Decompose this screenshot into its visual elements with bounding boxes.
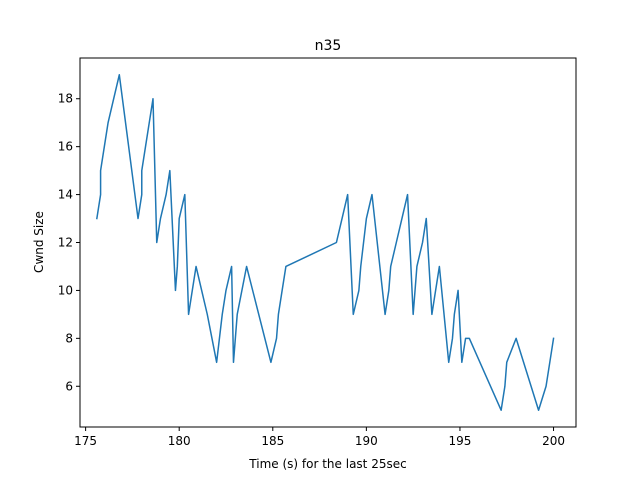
- x-axis-label: Time (s) for the last 25sec: [248, 457, 406, 471]
- x-tick-label: 200: [542, 434, 565, 448]
- x-tick-label: 180: [168, 434, 191, 448]
- x-axis-ticks: 175 180 185 190 195 200: [74, 427, 565, 448]
- series-line-0: [95, 74, 555, 411]
- y-tick-label: 16: [58, 140, 73, 154]
- x-tick-label: 195: [449, 434, 472, 448]
- series-layer: [95, 74, 555, 411]
- y-tick-label: 6: [65, 379, 73, 393]
- chart-title: n35: [315, 38, 342, 54]
- y-tick-label: 8: [65, 331, 73, 345]
- y-tick-label: 18: [58, 92, 73, 106]
- plot-area: 175 180 185 190 195 200 6 8 10 12 14 16 18: [58, 57, 577, 448]
- y-tick-label: 12: [58, 236, 73, 250]
- x-tick-label: 185: [261, 434, 284, 448]
- y-axis-label: Cwnd Size: [32, 211, 46, 273]
- x-tick-label: 175: [74, 434, 97, 448]
- y-tick-label: 10: [58, 283, 73, 297]
- plot-background: [80, 58, 576, 427]
- x-tick-label: 190: [355, 434, 378, 448]
- y-tick-label: 14: [58, 188, 73, 202]
- y-axis-ticks: 6 8 10 12 14 16 18: [58, 92, 80, 393]
